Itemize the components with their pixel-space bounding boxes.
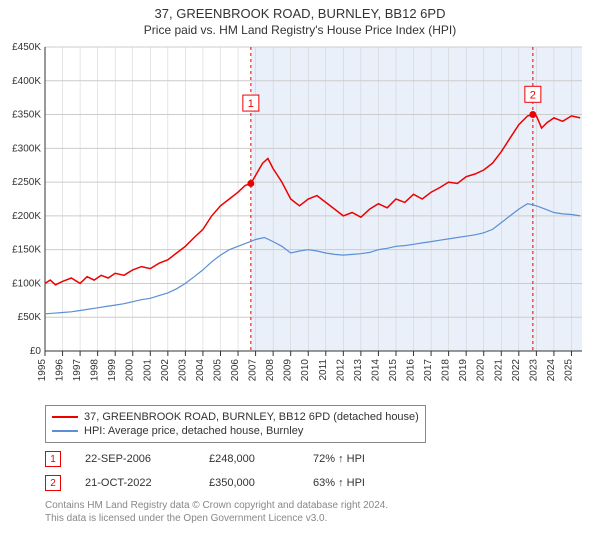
legend-item: HPI: Average price, detached house, Burn… <box>52 424 419 438</box>
svg-text:1995: 1995 <box>37 359 48 382</box>
svg-text:1996: 1996 <box>55 359 66 382</box>
sale-price: £350,000 <box>209 477 289 489</box>
sale-price: £248,000 <box>209 453 289 465</box>
svg-text:2008: 2008 <box>265 359 276 382</box>
legend-label: HPI: Average price, detached house, Burn… <box>84 425 303 437</box>
svg-text:2025: 2025 <box>563 359 574 382</box>
svg-text:2018: 2018 <box>441 359 452 382</box>
svg-text:2012: 2012 <box>335 359 346 382</box>
footer-line-2: This data is licensed under the Open Gov… <box>45 512 580 525</box>
svg-text:£250K: £250K <box>12 177 41 188</box>
svg-text:2009: 2009 <box>283 359 294 382</box>
chart-subtitle: Price paid vs. HM Land Registry's House … <box>0 21 600 41</box>
svg-text:2015: 2015 <box>388 359 399 382</box>
legend-swatch <box>52 430 78 432</box>
sale-date: 21-OCT-2022 <box>85 477 185 489</box>
svg-text:£450K: £450K <box>12 42 41 53</box>
svg-text:2022: 2022 <box>511 359 522 382</box>
svg-text:1998: 1998 <box>90 359 101 382</box>
svg-text:2006: 2006 <box>230 359 241 382</box>
sale-row: 1 22-SEP-2006 £248,000 72% ↑ HPI <box>45 447 580 471</box>
svg-text:2013: 2013 <box>353 359 364 382</box>
svg-text:2: 2 <box>530 89 536 101</box>
sale-date: 22-SEP-2006 <box>85 453 185 465</box>
sale-diff: 63% ↑ HPI <box>313 477 413 489</box>
svg-text:1999: 1999 <box>107 359 118 382</box>
chart-title: 37, GREENBROOK ROAD, BURNLEY, BB12 6PD <box>0 0 600 21</box>
svg-text:£200K: £200K <box>12 211 41 222</box>
svg-text:2001: 2001 <box>142 359 153 382</box>
footer-attribution: Contains HM Land Registry data © Crown c… <box>45 499 580 525</box>
svg-text:£350K: £350K <box>12 110 41 121</box>
svg-text:2000: 2000 <box>125 359 136 382</box>
chart-container: 37, GREENBROOK ROAD, BURNLEY, BB12 6PD P… <box>0 0 600 560</box>
svg-text:2002: 2002 <box>160 359 171 382</box>
footer-line-1: Contains HM Land Registry data © Crown c… <box>45 499 580 512</box>
svg-text:2021: 2021 <box>493 359 504 382</box>
chart-area: £0 £50K £100K £150K £200K £250K £300K £350K £400… <box>0 41 600 401</box>
svg-text:£100K: £100K <box>12 278 41 289</box>
svg-text:2016: 2016 <box>406 359 417 382</box>
legend-item: 37, GREENBROOK ROAD, BURNLEY, BB12 6PD (… <box>52 410 419 424</box>
svg-text:2014: 2014 <box>370 359 381 382</box>
svg-text:2007: 2007 <box>248 359 259 382</box>
svg-text:£50K: £50K <box>18 312 42 323</box>
svg-text:2020: 2020 <box>476 359 487 382</box>
sale-marker-icon: 1 <box>45 451 61 467</box>
svg-text:2005: 2005 <box>212 359 223 382</box>
svg-text:2017: 2017 <box>423 359 434 382</box>
svg-text:£0: £0 <box>30 346 42 357</box>
legend-swatch <box>52 416 78 418</box>
chart-svg: £0 £50K £100K £150K £200K £250K £300K £350K £400… <box>0 41 600 401</box>
svg-text:£400K: £400K <box>12 76 41 87</box>
svg-text:2019: 2019 <box>458 359 469 382</box>
svg-text:£300K: £300K <box>12 143 41 154</box>
sale-diff: 72% ↑ HPI <box>313 453 413 465</box>
svg-text:£150K: £150K <box>12 245 41 256</box>
svg-text:2024: 2024 <box>546 359 557 382</box>
legend-label: 37, GREENBROOK ROAD, BURNLEY, BB12 6PD (… <box>84 411 419 423</box>
sale-row: 2 21-OCT-2022 £350,000 63% ↑ HPI <box>45 471 580 495</box>
sales-table: 1 22-SEP-2006 £248,000 72% ↑ HPI 2 21-OCT-202… <box>45 447 580 495</box>
svg-text:2004: 2004 <box>195 359 206 382</box>
svg-text:2023: 2023 <box>528 359 539 382</box>
svg-text:2003: 2003 <box>177 359 188 382</box>
svg-text:2010: 2010 <box>300 359 311 382</box>
legend-box: 37, GREENBROOK ROAD, BURNLEY, BB12 6PD (… <box>45 405 426 443</box>
svg-text:1997: 1997 <box>72 359 83 382</box>
svg-text:1: 1 <box>248 98 254 110</box>
svg-text:2011: 2011 <box>318 359 329 381</box>
sale-marker-icon: 2 <box>45 475 61 491</box>
